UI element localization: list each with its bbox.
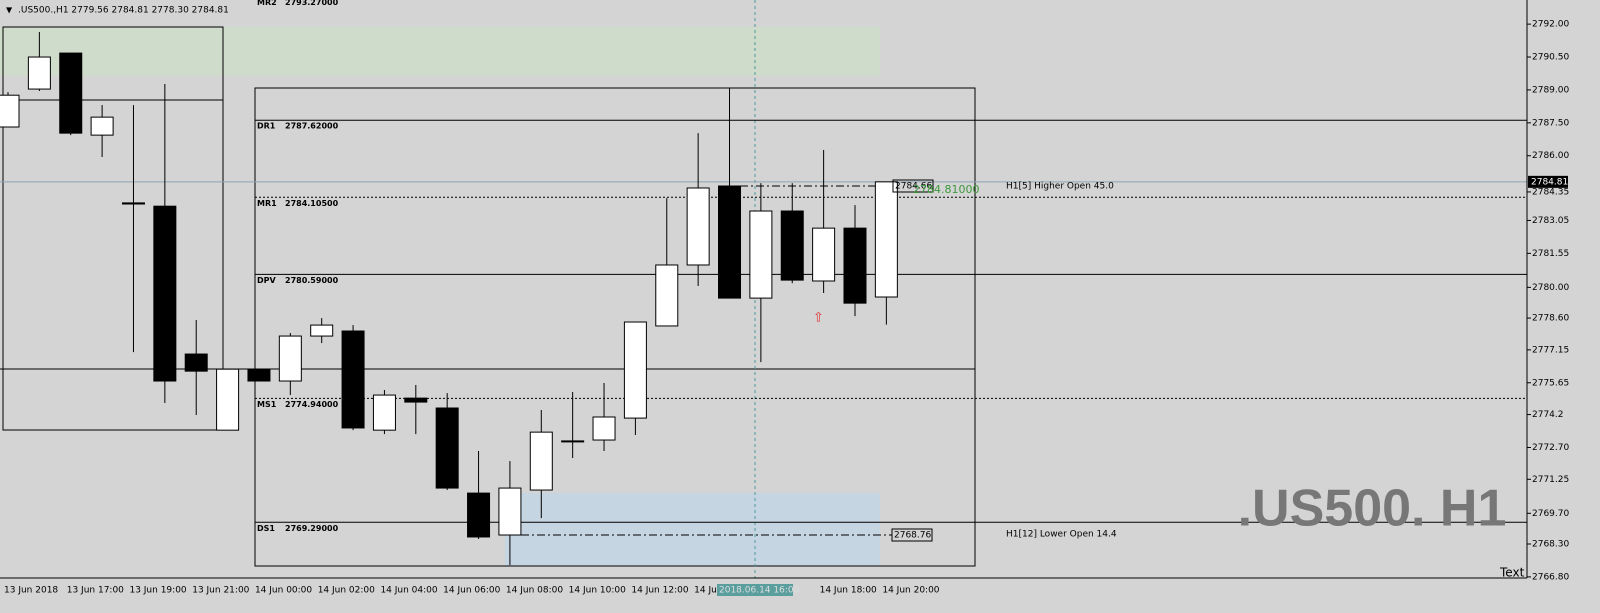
price-label: 2784.81 xyxy=(1531,177,1568,187)
candle-body xyxy=(59,52,83,134)
candle-body xyxy=(435,407,459,489)
candle-body xyxy=(278,335,302,382)
pivot-price: 2787.62000 xyxy=(285,122,339,131)
candle-body xyxy=(592,416,616,441)
candle-body xyxy=(718,185,742,299)
y-tick-label: 2775.65 xyxy=(1532,378,1569,388)
watermark: .US500. H1 xyxy=(1238,480,1507,538)
candle-body xyxy=(0,94,20,128)
candle-body xyxy=(216,368,240,431)
pivot-name: DPV xyxy=(257,276,277,285)
candle-body xyxy=(121,202,145,205)
demand-zone xyxy=(505,493,880,566)
x-tick-label: 14 Jun 02:00 xyxy=(318,586,375,596)
x-tick-label: 13 Jun 19:00 xyxy=(129,586,186,596)
y-tick-label: 2766.80 xyxy=(1532,572,1569,582)
pivot-price: 2784.10500 xyxy=(285,199,339,208)
x-tick-label: 14 Jun 18:00 xyxy=(820,586,877,596)
annotation: 2784.66 xyxy=(895,182,932,192)
x-tick-label: 14 Jun 08:00 xyxy=(506,586,563,596)
range-box xyxy=(2,26,224,431)
crosshair-label: 2018.06.14 16:00 xyxy=(719,586,800,596)
crosshair-label-box xyxy=(717,584,793,596)
x-tick-label: 14 Jun 10:00 xyxy=(569,586,626,596)
candle-body xyxy=(623,321,647,419)
x-tick-label: 14 Jun 20:00 xyxy=(882,586,939,596)
price-label-box xyxy=(1528,175,1568,188)
y-tick-label: 2790.50 xyxy=(1532,53,1569,63)
y-tick-label: 2777.15 xyxy=(1532,345,1569,355)
pivot-price: 2780.59000 xyxy=(285,276,339,285)
candle-body xyxy=(812,227,836,282)
annotation: 2768.76 xyxy=(894,531,931,541)
pivot-name: MR1 xyxy=(257,199,277,208)
pivot-price: 2769.29000 xyxy=(285,524,339,533)
y-tick-label: 2769.70 xyxy=(1532,509,1569,519)
candle-body xyxy=(372,394,396,431)
pivot-price: 2774.94000 xyxy=(285,400,339,409)
candle-body xyxy=(153,205,177,382)
up-arrow: ⇧ xyxy=(813,311,824,326)
pivot-name: MR2 xyxy=(257,0,277,7)
pivot-name: MS1 xyxy=(257,400,277,409)
candle-body xyxy=(561,440,585,443)
y-tick-label: 2783.05 xyxy=(1532,216,1569,226)
session-box xyxy=(254,87,976,567)
y-tick-label: 2784.35 xyxy=(1532,187,1569,197)
candle-body xyxy=(467,492,491,538)
annotation: H1[5] Higher Open 45.0 xyxy=(1006,182,1114,192)
candle-body xyxy=(27,56,51,90)
x-tick-label: 13 Jun 17:00 xyxy=(67,586,124,596)
candle-body xyxy=(655,264,679,327)
y-tick-label: 2792.00 xyxy=(1532,20,1569,30)
candle-body xyxy=(184,353,208,372)
y-tick-label: 2787.50 xyxy=(1532,118,1569,128)
pivot-name: DR1 xyxy=(257,122,276,131)
x-tick-label: 13 Jun 21:00 xyxy=(192,586,249,596)
y-tick-label: 2768.30 xyxy=(1532,540,1569,550)
candle-body xyxy=(780,210,804,281)
candle-body xyxy=(686,187,710,266)
x-tick-label: 14 Jun 00:00 xyxy=(255,586,312,596)
x-tick-label: 14 Jun 12:00 xyxy=(631,586,688,596)
candle-body xyxy=(529,431,553,491)
y-tick-label: 2781.55 xyxy=(1532,249,1569,259)
candle-body xyxy=(310,324,334,337)
corner-text: Text xyxy=(1499,566,1525,580)
candle-body xyxy=(874,181,898,298)
y-tick-label: 2772.70 xyxy=(1532,443,1569,453)
supply-zone xyxy=(0,27,880,76)
annotation: H1[12] Lower Open 14.4 xyxy=(1006,530,1117,540)
y-tick-label: 2778.60 xyxy=(1532,314,1569,324)
y-tick-label: 2786.00 xyxy=(1532,151,1569,161)
annotation: 2784.81000 xyxy=(913,183,979,196)
y-tick-label: 2780.00 xyxy=(1532,283,1569,293)
candle-body xyxy=(404,397,428,403)
candle-body xyxy=(498,487,522,536)
candle-body xyxy=(247,368,271,382)
x-tick-label: 14 Jun 06:00 xyxy=(443,586,500,596)
menu-arrow[interactable]: ▼ xyxy=(6,6,13,15)
x-tick-label: 13 Jun 2018 xyxy=(4,586,58,596)
candle-body xyxy=(90,116,114,136)
y-tick-label: 2789.00 xyxy=(1532,85,1569,95)
y-tick-label: 2774.2 xyxy=(1532,410,1564,420)
label-box xyxy=(892,179,934,193)
candle-body xyxy=(341,330,365,429)
header: .US500.,H1 2779.56 2784.81 2778.30 2784.… xyxy=(18,6,229,16)
label-box xyxy=(891,528,933,542)
pivot-price: 2793.27000 xyxy=(285,0,339,7)
pivot-name: DS1 xyxy=(257,524,275,533)
y-tick-label: 2771.25 xyxy=(1532,475,1569,485)
candle-body xyxy=(843,227,867,304)
candle-body xyxy=(749,210,773,299)
x-tick-label: 14 Jun 04:00 xyxy=(380,586,437,596)
